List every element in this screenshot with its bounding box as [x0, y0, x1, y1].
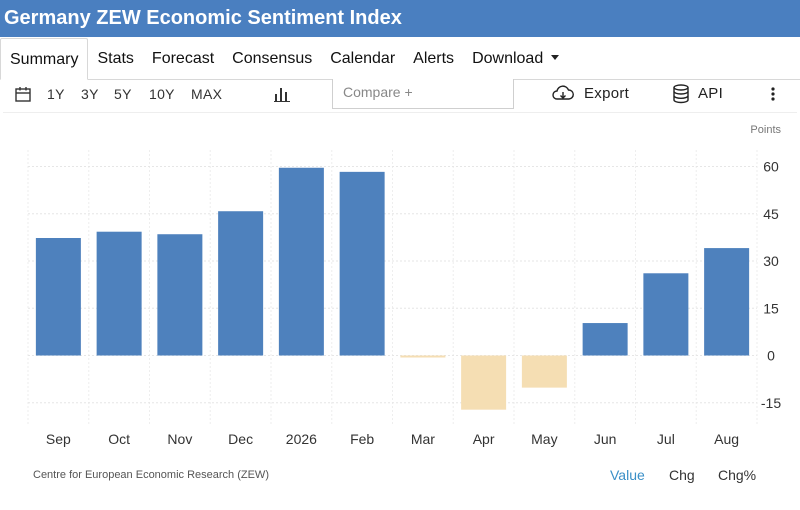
tab-bar: Summary Stats Forecast Consensus Calenda…: [0, 38, 800, 80]
tab-stats[interactable]: Stats: [97, 50, 134, 67]
tab-calendar[interactable]: Calendar: [330, 50, 396, 67]
chart-panel: [3, 112, 797, 508]
range-10y-button[interactable]: 10Y: [149, 86, 175, 102]
cloud-download-icon[interactable]: [551, 84, 575, 107]
chg-pct-toggle[interactable]: Chg%: [718, 467, 757, 483]
chart-toolbar: 1Y 3Y 5Y 10Y MAX Export API: [0, 80, 800, 110]
range-max-button[interactable]: MAX: [191, 86, 223, 102]
data-source-label: Centre for European Economic Research (Z…: [33, 469, 269, 481]
calendar-icon[interactable]: [14, 85, 32, 106]
range-5y-button[interactable]: 5Y: [114, 86, 132, 102]
export-button[interactable]: Export: [584, 85, 630, 102]
chevron-down-icon: [551, 55, 560, 61]
tab-summary[interactable]: Summary: [0, 38, 89, 80]
range-1y-button[interactable]: 1Y: [47, 86, 65, 102]
database-icon[interactable]: [671, 83, 691, 108]
bar-chart-icon[interactable]: [273, 85, 291, 106]
chg-toggle[interactable]: Chg: [669, 467, 695, 483]
tab-forecast[interactable]: Forecast: [151, 50, 215, 67]
api-button[interactable]: API: [698, 85, 724, 102]
tab-consensus[interactable]: Consensus: [232, 50, 313, 67]
range-3y-button[interactable]: 3Y: [81, 86, 99, 102]
more-vertical-icon[interactable]: [768, 85, 778, 106]
compare-input[interactable]: Compare +: [332, 79, 514, 109]
value-toggle[interactable]: Value: [610, 467, 645, 483]
tab-alerts[interactable]: Alerts: [413, 50, 455, 67]
page-title: Germany ZEW Economic Sentiment Index: [0, 0, 800, 37]
tab-download-label: Download: [472, 50, 544, 67]
tab-download[interactable]: Download: [463, 38, 568, 79]
